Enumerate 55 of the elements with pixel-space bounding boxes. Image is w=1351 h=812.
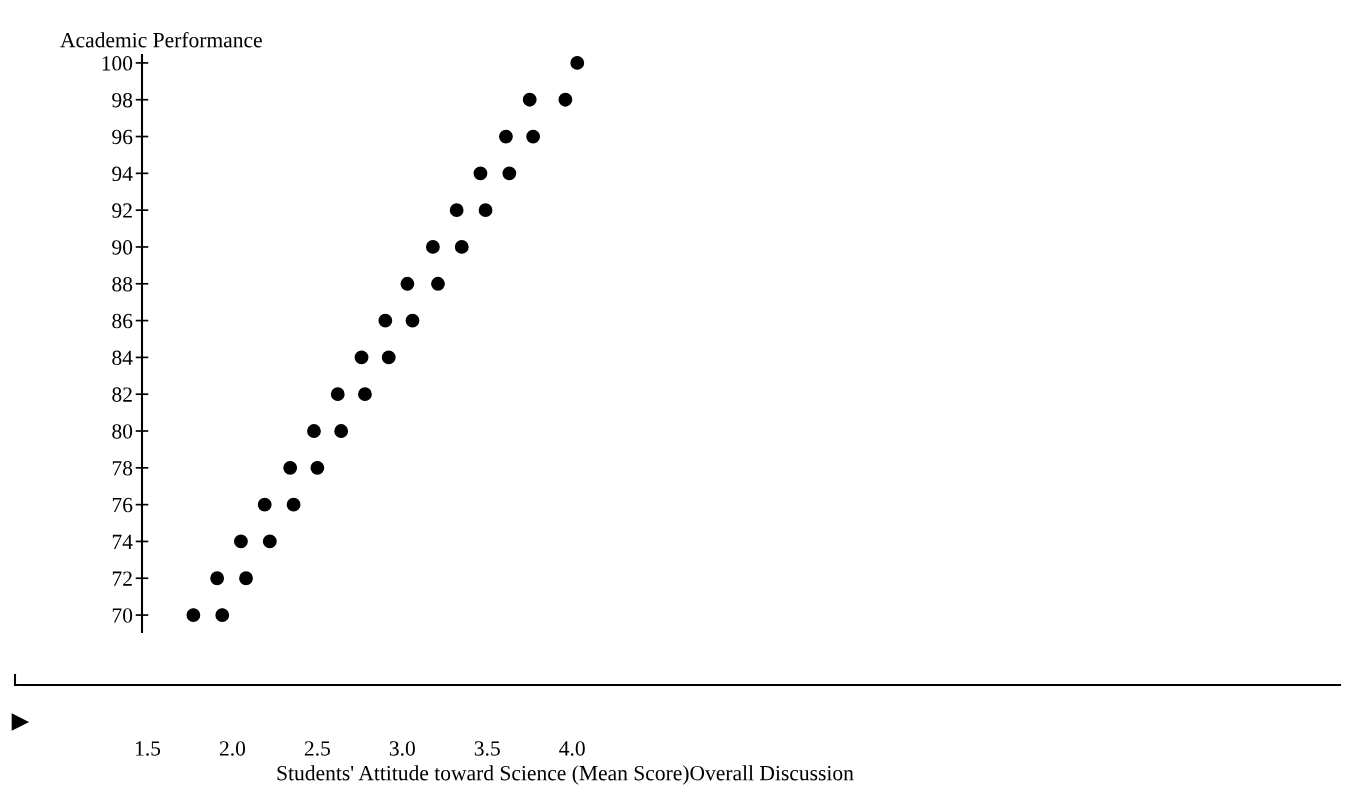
x-tick-label: 2.0 [219,741,246,756]
point [310,460,325,475]
y-tick-label: 70 [112,608,133,623]
point [283,460,298,475]
y-tick-label: 96 [112,129,133,145]
point [502,166,517,181]
point [286,497,301,512]
point [257,497,272,512]
point [473,166,488,181]
x-tick-label: 3.0 [389,741,415,756]
x-tick-label: 1.5 [135,741,161,756]
point [262,534,277,549]
y-tick-label: 80 [112,424,133,439]
y-tick-label: 76 [112,497,133,513]
point [425,240,440,254]
y-tick-label: 84 [112,350,133,366]
x-tick-label: 3.5 [474,741,500,756]
x-axis-title: Students' Attitude toward Science (Mean Score)Overall Discussion [277,765,854,785]
y-axis-title: Academic Performance [60,32,262,48]
point [431,276,445,291]
y-tick-label: 92 [112,203,132,218]
point [239,571,253,586]
point [499,129,513,144]
y-tick-label: 100 [102,56,133,71]
point [454,240,469,254]
point [186,608,201,622]
y-tick-label: 74 [112,534,133,549]
point [334,424,349,438]
point [478,203,493,218]
x-tick-label: 4.0 [559,741,585,756]
point [449,203,464,218]
y-tick-label: 78 [112,460,133,476]
point [522,92,537,107]
point [400,276,415,291]
point [570,56,585,70]
point [358,387,372,402]
x-tick-label: 2.5 [304,741,330,756]
point [558,92,573,107]
point [526,129,541,144]
point [234,534,248,549]
y-tick-label: 98 [112,92,133,108]
y-tick-label: 86 [112,313,133,329]
y-tick-label: 90 [112,240,133,255]
y-tick-label: 72 [112,571,132,586]
point [381,350,396,365]
point [307,424,321,438]
y-tick-label: 82 [112,387,132,402]
y-tick-label: 94 [112,166,133,182]
point [354,350,369,365]
point [405,313,420,328]
point [378,313,393,328]
point [210,571,225,586]
point [215,608,230,622]
y-tick-label: 88 [112,276,133,292]
point [330,387,345,402]
